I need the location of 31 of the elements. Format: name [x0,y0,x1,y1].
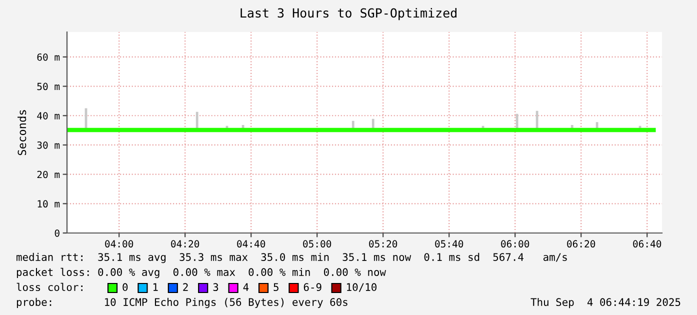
legend-label: 2 [183,283,188,291]
text: packet loss: 0.00 % avg 0.00 % max 0.00 % min 0.00 % now [16,268,386,278]
x-tick-label: 05:20 [369,240,398,248]
x-tick-label: 06:00 [501,240,530,248]
legend-label: 4 [243,283,249,291]
legend-label: 0 [122,283,128,292]
x-tick-label: 06:40 [633,240,662,248]
legend-label: 6-9 [304,283,322,292]
y-axis-title: Seconds [18,110,26,156]
x-tick-label: 04:00 [105,240,134,248]
legend-title: loss color: [16,282,82,292]
legend-label: 5 [274,283,278,292]
legend-label: 1 [153,283,158,291]
y-tick-label: 50 m [37,82,60,90]
y-tick-label: 0 [54,230,60,237]
y-tick-label: 60 m [37,53,60,61]
x-tick-label: 06:20 [567,240,596,248]
y-tick-label: 20 m [37,170,60,178]
x-tick-label: 04:40 [237,240,266,248]
chart-title: Last 3 Hours to SGP-Optimized [240,8,456,20]
x-tick-label: 05:40 [435,240,464,248]
text: median rtt: 35.1 ms avg 35.3 ms max 35.0 ms min 35.1 ms now 0.1 ms sd 567.4 am/s [16,252,567,264]
legend-label: 3 [213,283,218,292]
y-tick-label: 40 m [37,112,60,120]
text: Thu Sep 4 06:44:19 2025 [530,298,680,308]
x-tick-label: 05:00 [303,240,332,248]
y-tick-label: 10 m [38,200,60,208]
legend-label: 10/10 [347,283,376,292]
x-tick-label: 04:20 [171,240,200,248]
text: probe: 10 ICMP Echo Pings (56 Bytes) every 60s [16,298,348,308]
y-tick-label: 30 m [37,141,60,149]
